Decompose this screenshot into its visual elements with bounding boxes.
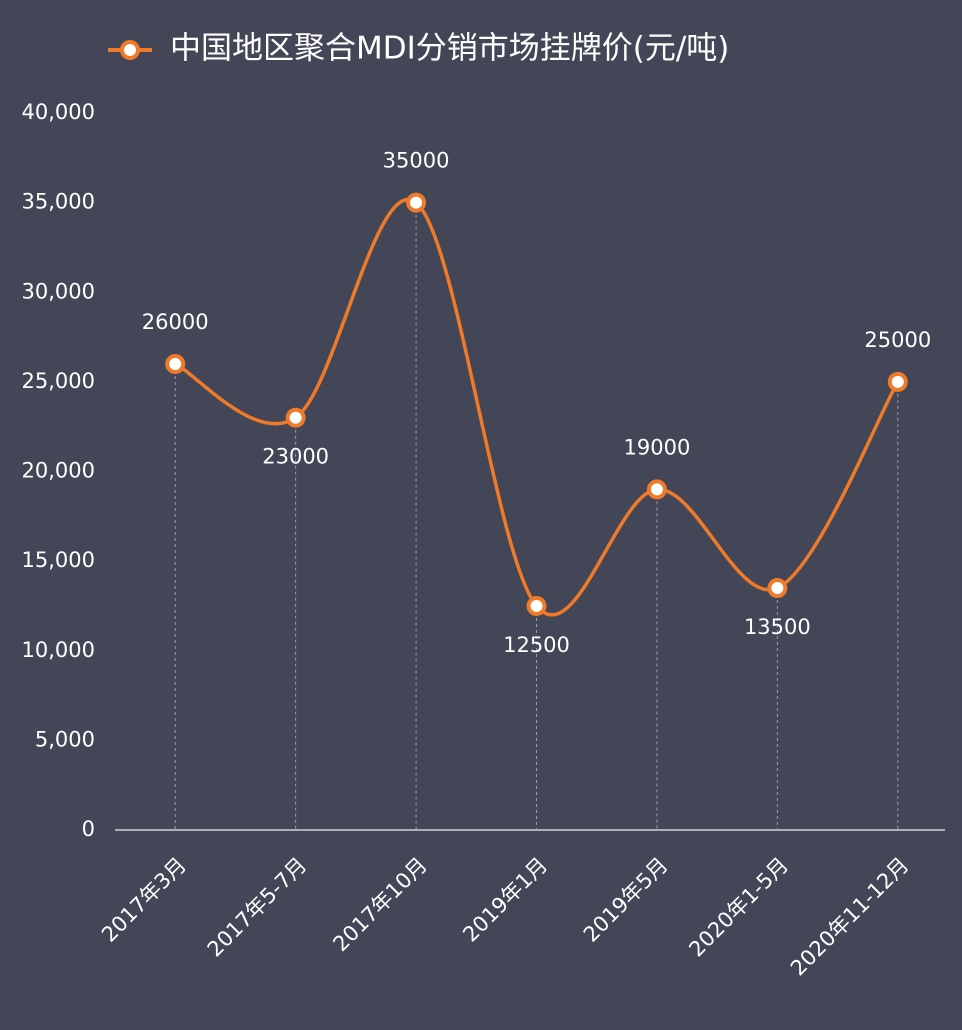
point [165,353,186,374]
y-tick-label: 15,000 [22,548,95,572]
point [285,407,306,428]
y-tick-label: 40,000 [22,100,95,124]
y-tick-label: 35,000 [22,190,95,214]
y-tick-label: 10,000 [22,638,95,662]
y-tick-label: 30,000 [22,279,95,303]
legend-marker [120,40,140,60]
y-tick-label: 25,000 [22,369,95,393]
point [767,578,788,599]
point [406,192,427,213]
y-tick-label: 0 [82,817,95,841]
y-tick-label: 5,000 [35,727,95,751]
point [526,595,547,616]
point [646,479,667,500]
legend-label: 中国地区聚合MDI分销市场挂牌价(元/吨) [170,31,729,67]
data-label: 25000 [864,328,931,352]
data-label: 35000 [383,149,450,173]
data-label: 19000 [624,435,691,459]
data-label: 13500 [744,615,811,639]
point [887,371,908,392]
data-label: 23000 [262,445,329,469]
data-label: 12500 [503,633,570,657]
data-label: 26000 [142,310,209,334]
y-tick-label: 20,000 [22,459,95,483]
